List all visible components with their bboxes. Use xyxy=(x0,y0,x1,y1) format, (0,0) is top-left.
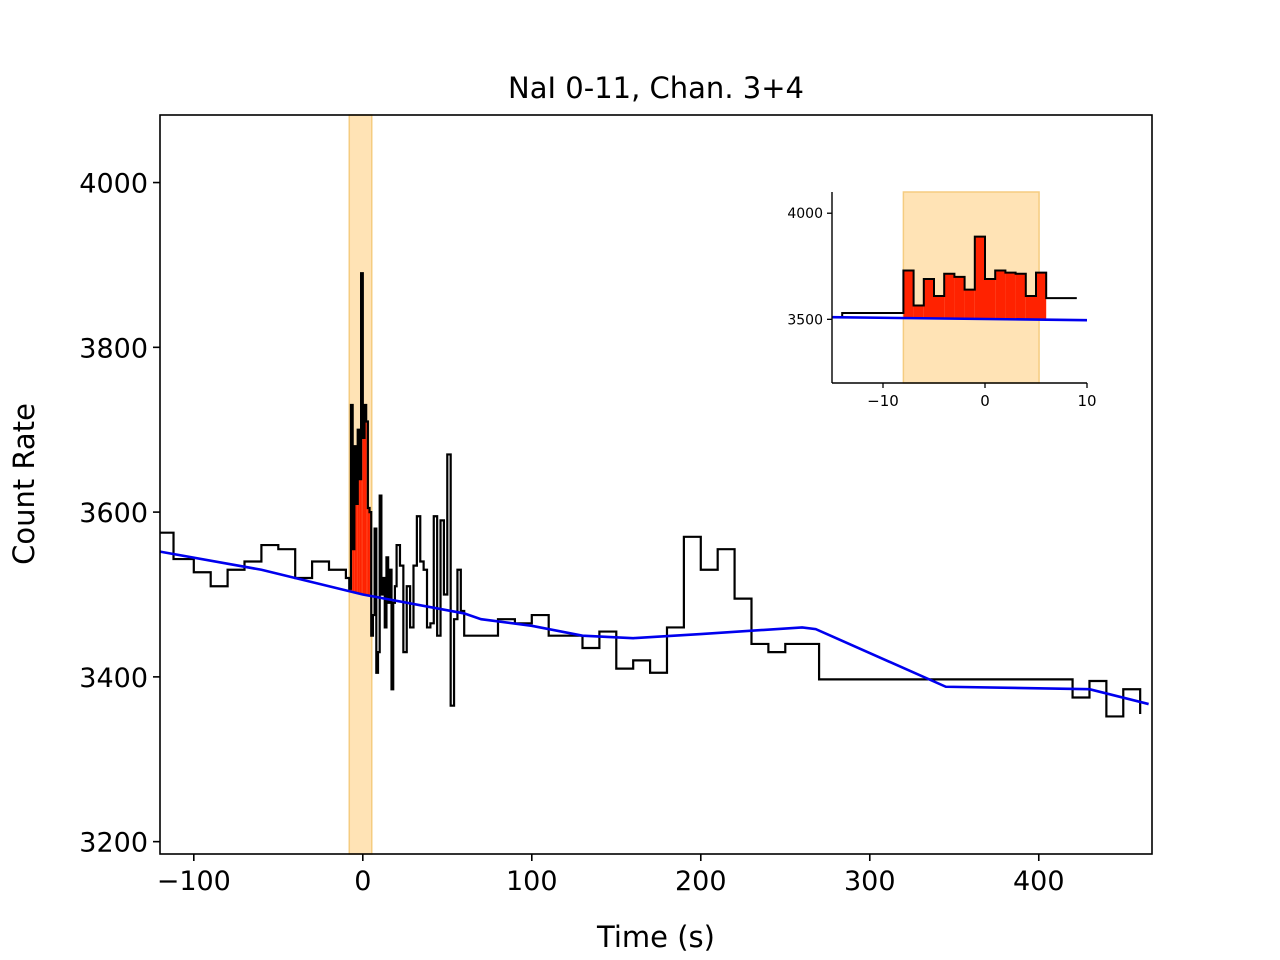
y-axis-label: Count Rate xyxy=(7,403,41,565)
inset-source-fill-bar xyxy=(1036,272,1047,320)
lightcurve-step-line xyxy=(160,272,1142,718)
inset-source-fill-bar xyxy=(974,236,985,319)
background-model-line xyxy=(159,550,1149,706)
inset-source-fill xyxy=(903,236,1047,320)
inset-plot: −10 0 10 3500 4000 xyxy=(787,191,1097,410)
inset-source-fill-bar xyxy=(1005,272,1016,320)
inset-x-tick-label: 0 xyxy=(980,392,990,410)
inset-source-fill-bar xyxy=(985,279,996,320)
inset-y-tick-label: 3500 xyxy=(787,312,823,328)
x-tick-label: 400 xyxy=(1013,866,1065,897)
inset-source-fill-bar xyxy=(913,305,924,319)
x-tick-label: 200 xyxy=(675,866,727,897)
x-tick-label: −100 xyxy=(157,866,231,897)
inset-source-fill-bar xyxy=(964,289,975,319)
chart-title: NaI 0-11, Chan. 3+4 xyxy=(508,71,804,105)
source-fill-bar xyxy=(352,549,355,593)
inset-y-axis-ticks: 3500 4000 xyxy=(787,206,832,328)
inset-source-fill-bar xyxy=(954,276,965,319)
inset-source-fill-bar xyxy=(944,273,955,319)
inset-source-fill-bar xyxy=(1025,295,1036,320)
source-fill-bar xyxy=(357,429,360,594)
inset-source-fill-bar xyxy=(995,270,1006,320)
inset-source-fill-bar xyxy=(1015,273,1026,320)
inset-x-tick-label: −10 xyxy=(867,392,899,410)
source-fill-bar xyxy=(364,404,367,595)
y-tick-label: 3400 xyxy=(79,663,148,694)
inset-source-fill-bar xyxy=(934,295,945,319)
source-fill-bar xyxy=(356,503,358,594)
x-axis-label: Time (s) xyxy=(596,920,715,954)
inset-y-tick-label: 4000 xyxy=(787,206,823,222)
source-fill-bar xyxy=(349,588,351,592)
y-tick-label: 4000 xyxy=(79,169,148,200)
plot-frame xyxy=(159,114,1153,855)
x-tick-label: 0 xyxy=(354,866,371,897)
x-tick-label: 300 xyxy=(844,866,896,897)
inset-lightcurve-step-line xyxy=(832,235,1077,319)
y-tick-label: 3800 xyxy=(79,333,148,364)
inset-source-fill-bar xyxy=(903,270,914,319)
x-tick-label: 100 xyxy=(506,866,558,897)
inset-source-fill-bar xyxy=(923,279,934,319)
source-fill-bar xyxy=(362,437,365,595)
source-fill-bar xyxy=(359,479,362,594)
x-axis-ticks: −100 0 100 200 300 400 xyxy=(157,854,1065,897)
inset-x-tick-label: 10 xyxy=(1077,392,1096,410)
inset-axes-spines xyxy=(831,192,1087,384)
y-tick-label: 3600 xyxy=(79,498,148,529)
source-fill-bar xyxy=(367,507,370,596)
inset-background-model-line xyxy=(831,315,1088,322)
y-tick-label: 3200 xyxy=(79,828,148,859)
y-axis-ticks: 3200 3400 3600 3800 4000 xyxy=(79,169,160,859)
inset-x-axis-ticks: −10 0 10 xyxy=(867,383,1097,410)
